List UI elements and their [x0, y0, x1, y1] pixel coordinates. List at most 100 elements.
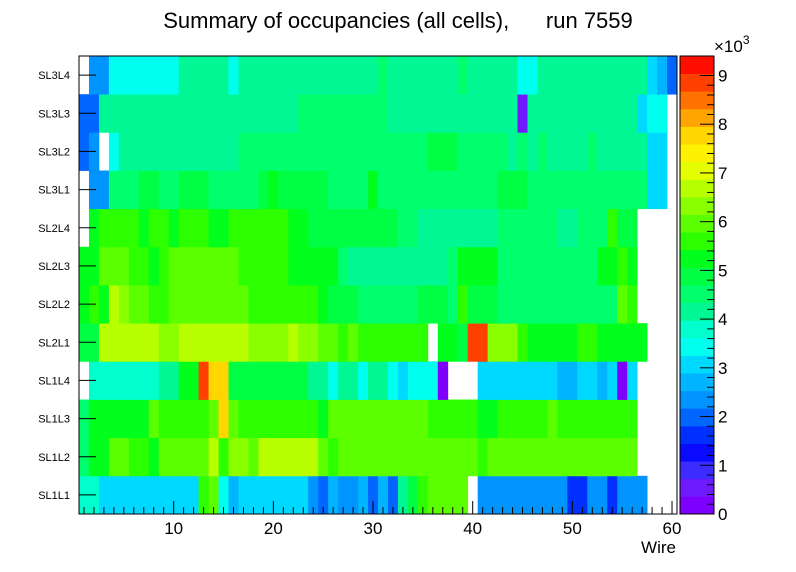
heatmap-cell [557, 94, 568, 133]
heatmap-cell [497, 208, 508, 248]
heatmap-cell [587, 56, 598, 95]
x-tick-label: 20 [264, 519, 283, 538]
heatmap-cell [597, 56, 608, 95]
heatmap-cell [238, 323, 249, 362]
heatmap-cell [547, 323, 558, 362]
heatmap-cell [527, 285, 538, 324]
heatmap-cell [258, 285, 269, 324]
heatmap-cell [358, 361, 369, 400]
heatmap-cell [617, 437, 628, 477]
y-tick-label: SL3L3 [38, 108, 70, 120]
heatmap-cell [308, 361, 319, 400]
heatmap-cell [368, 323, 379, 362]
heatmap-cell [537, 246, 548, 286]
heatmap-cell [368, 361, 379, 400]
heatmap-cell [298, 285, 309, 324]
heatmap-cell [517, 285, 528, 324]
heatmap-cell [557, 132, 568, 171]
heatmap-cell [547, 170, 558, 210]
heatmap-cell [278, 399, 289, 439]
heatmap-cell [477, 56, 489, 95]
heatmap-cell [148, 132, 160, 171]
heatmap-cell [387, 56, 399, 95]
heatmap-cell [308, 246, 319, 286]
heatmap-cell [148, 399, 160, 439]
heatmap-cell [647, 170, 658, 210]
heatmap-cell [98, 94, 110, 133]
palette-swatch [680, 249, 714, 268]
heatmap-cell [477, 323, 489, 362]
palette-tick-label: 6 [718, 213, 727, 232]
heatmap-cell [427, 437, 439, 477]
heatmap-cell [457, 437, 469, 477]
heatmap-cell [148, 475, 160, 515]
heatmap-cell [607, 361, 618, 400]
heatmap-cell [228, 246, 239, 286]
heatmap-cell [348, 285, 359, 324]
heatmap-cell [567, 246, 578, 286]
heatmap-cell [288, 170, 299, 210]
palette-swatch [680, 478, 714, 497]
heatmap-cell [587, 361, 598, 400]
heatmap-cell [437, 246, 449, 286]
heatmap-cell [228, 132, 239, 171]
heatmap-cell [417, 323, 429, 362]
heatmap-cell [527, 208, 538, 248]
heatmap-cell [118, 323, 130, 362]
heatmap-cell [437, 132, 449, 171]
heatmap-cell [368, 475, 379, 515]
heatmap-cell [198, 475, 209, 515]
heatmap-cell [168, 208, 180, 248]
heatmap-cell [118, 56, 130, 95]
heatmap-cell [208, 132, 219, 171]
heatmap-cell [587, 323, 598, 362]
heatmap-cell [258, 437, 269, 477]
heatmap-cell [487, 246, 498, 286]
heatmap-cell [308, 56, 319, 95]
heatmap-cell [358, 170, 369, 210]
heatmap-cell [98, 285, 110, 324]
heatmap-cell [268, 246, 279, 286]
heatmap-cell [108, 361, 120, 400]
heatmap-cell [128, 285, 140, 324]
heatmap-cell [258, 56, 269, 95]
heatmap-cell [248, 208, 259, 248]
heatmap-cell [597, 208, 608, 248]
y-axis: SL1L1 SL1L2 SL1L3 SL1L4 SL2L1 SL2L2 SL2L3 SL2L4… [38, 70, 96, 502]
heatmap-cell [587, 475, 598, 515]
heatmap-cell [238, 56, 249, 95]
heatmap-cell [288, 399, 299, 439]
heatmap-cell [607, 56, 618, 95]
heatmap-cell [427, 94, 439, 133]
heatmap-cell [427, 56, 439, 95]
heatmap-cell [158, 56, 170, 95]
heatmap-cell [228, 170, 239, 210]
heatmap-cell [537, 56, 548, 95]
heatmap-cell [318, 56, 329, 95]
heatmap-cell [397, 170, 409, 210]
heatmap-cell [507, 56, 518, 95]
heatmap-cell [467, 246, 479, 286]
heatmap-cell [188, 246, 199, 286]
heatmap-cell [507, 94, 518, 133]
heatmap-cell [427, 132, 439, 171]
heatmap-cell [168, 361, 180, 400]
heatmap-cell [188, 361, 199, 400]
heatmap-cell [238, 475, 249, 515]
heatmap-cell [447, 475, 459, 515]
palette-swatch [680, 56, 714, 75]
heatmap-cell [198, 285, 209, 324]
heatmap-cell [298, 56, 309, 95]
heatmap-cell [268, 170, 279, 210]
heatmap-cell [378, 475, 389, 515]
heatmap-cell [437, 323, 449, 362]
heatmap-cell [627, 132, 638, 171]
heatmap-cell [378, 132, 389, 171]
heatmap-cell [308, 437, 319, 477]
heatmap-cell [397, 94, 409, 133]
heatmap-cell [228, 399, 239, 439]
heatmap-cell [407, 361, 419, 400]
heatmap-cell [407, 170, 419, 210]
heatmap-cell [168, 475, 180, 515]
heatmap-cell [617, 361, 628, 400]
